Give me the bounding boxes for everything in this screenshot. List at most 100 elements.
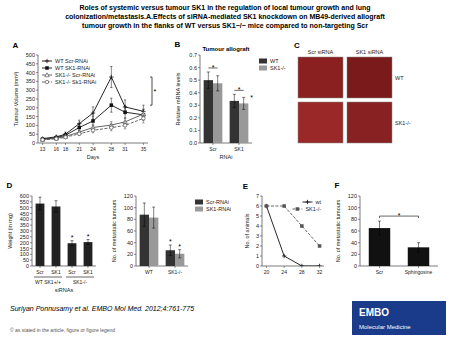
logo: EMBOMolecular Medicine <box>352 301 446 335</box>
y-tick <box>260 266 262 267</box>
series-line <box>266 206 319 266</box>
legend-marker <box>45 80 49 84</box>
y-tick-label: 0.0 <box>189 140 197 146</box>
x-tick-label: 32 <box>317 269 323 275</box>
error-bar <box>142 114 144 123</box>
y-axis-label: Relative mRNA levels <box>175 72 181 125</box>
panel-title: Tumour allograft <box>202 46 249 52</box>
y-tick <box>30 225 32 226</box>
y-tick <box>260 206 262 207</box>
y-tick <box>36 72 38 73</box>
error-bar <box>110 125 112 131</box>
error-bar <box>207 72 210 88</box>
significance-star: * <box>71 234 74 241</box>
x-tick-label: 28 <box>299 269 305 275</box>
y-tick <box>134 219 136 220</box>
panel: 050100150200250300350400450500Tumour Vol… <box>13 52 156 160</box>
y-tick <box>36 90 38 91</box>
panel: 0.00.10.20.30.40.50.60.7Relative mRNA le… <box>175 46 285 160</box>
x-tick <box>284 266 285 268</box>
y-tick-label: 0.6 <box>189 65 197 71</box>
legend-label: Scr-RNAi <box>206 199 229 205</box>
legend-label: SK1-/- Scr-RNAi <box>55 72 95 78</box>
y-tick <box>358 219 360 220</box>
y-tick <box>198 117 200 118</box>
error-bar <box>71 241 74 246</box>
panel: Scr siRNASK1 siRNAWTSK1-/- <box>298 49 411 143</box>
x-tick <box>213 143 214 145</box>
error-bar <box>110 98 112 112</box>
y-tick-label: 550 <box>20 199 29 205</box>
x-tick-label: SK1 <box>83 269 93 275</box>
y-tick-label: 40 <box>351 240 357 246</box>
error-bar <box>55 138 57 140</box>
y-tick <box>36 99 38 100</box>
x-tick <box>379 266 380 268</box>
legend-marker <box>45 59 49 63</box>
x-tick-label: 18 <box>63 146 69 152</box>
x-tick-label: 21 <box>76 146 82 152</box>
x-axis-label: RNAi <box>220 154 233 160</box>
y-tick-label: 600 <box>20 193 29 199</box>
x-tick <box>56 266 57 268</box>
y-tick-label: 200 <box>20 240 29 246</box>
y-tick <box>30 207 32 208</box>
y-tick <box>36 55 38 56</box>
error-bar <box>87 240 90 245</box>
y-tick-label: 450 <box>20 211 29 217</box>
x-tick <box>40 266 41 268</box>
y-tick <box>260 196 262 197</box>
x-tick <box>72 266 73 268</box>
y-tick <box>260 256 262 257</box>
panel-label: C <box>294 41 300 50</box>
legend: wtSK1-/- <box>292 199 321 212</box>
y-tick-label: 80 <box>351 216 357 222</box>
y-tick <box>198 130 200 131</box>
error-bar <box>92 128 94 133</box>
y-tick <box>358 254 360 255</box>
y-tick <box>30 242 32 243</box>
error-bar <box>169 245 172 256</box>
y-tick <box>36 81 38 82</box>
y-tick-label: 100 <box>124 205 133 211</box>
y-tick <box>134 254 136 255</box>
y-tick-label: 0.1 <box>189 127 197 133</box>
x-tick-label: 16 <box>54 146 60 152</box>
x-tick-label: SK1 <box>234 146 244 152</box>
error-bar <box>143 203 146 226</box>
panel-label: E <box>243 182 249 191</box>
y-tick <box>260 236 262 237</box>
x-tick-label: 35 <box>141 146 147 152</box>
data-point <box>265 204 269 208</box>
legend-label: WT SK1-RNAi <box>55 65 90 71</box>
marks <box>204 72 249 143</box>
x-tick <box>266 266 267 268</box>
x-axis-label: Days <box>87 154 100 160</box>
y-tick-label: 0 <box>130 263 133 269</box>
y-tick <box>358 207 360 208</box>
y-tick-label: 60 <box>127 228 133 234</box>
x-tick-label: 20 <box>264 269 270 275</box>
y-tick <box>36 116 38 117</box>
group-line <box>34 277 62 278</box>
data-point <box>91 111 95 115</box>
x-tick-label: 28 <box>109 146 115 152</box>
data-point <box>41 137 45 141</box>
x-tick-label: Sphingosine <box>405 269 433 275</box>
group-label: SK1-/- <box>73 279 88 285</box>
y-tick-label: 0.4 <box>189 90 197 96</box>
y-tick-label: 50 <box>29 131 35 137</box>
y-tick <box>134 196 136 197</box>
figure-title: colonization/metastasis.A.Effects of siR… <box>65 13 385 21</box>
legend-swatch <box>195 200 203 205</box>
y-tick <box>36 107 38 108</box>
error-bar <box>64 136 66 138</box>
y-tick <box>358 231 360 232</box>
data-point <box>110 126 114 130</box>
x-tick <box>175 266 176 268</box>
legend-swatch <box>195 207 203 212</box>
marks <box>36 197 93 266</box>
significance-star: * <box>250 94 253 101</box>
panel-label: B <box>174 40 180 49</box>
y-tick-label: 20 <box>127 251 133 257</box>
